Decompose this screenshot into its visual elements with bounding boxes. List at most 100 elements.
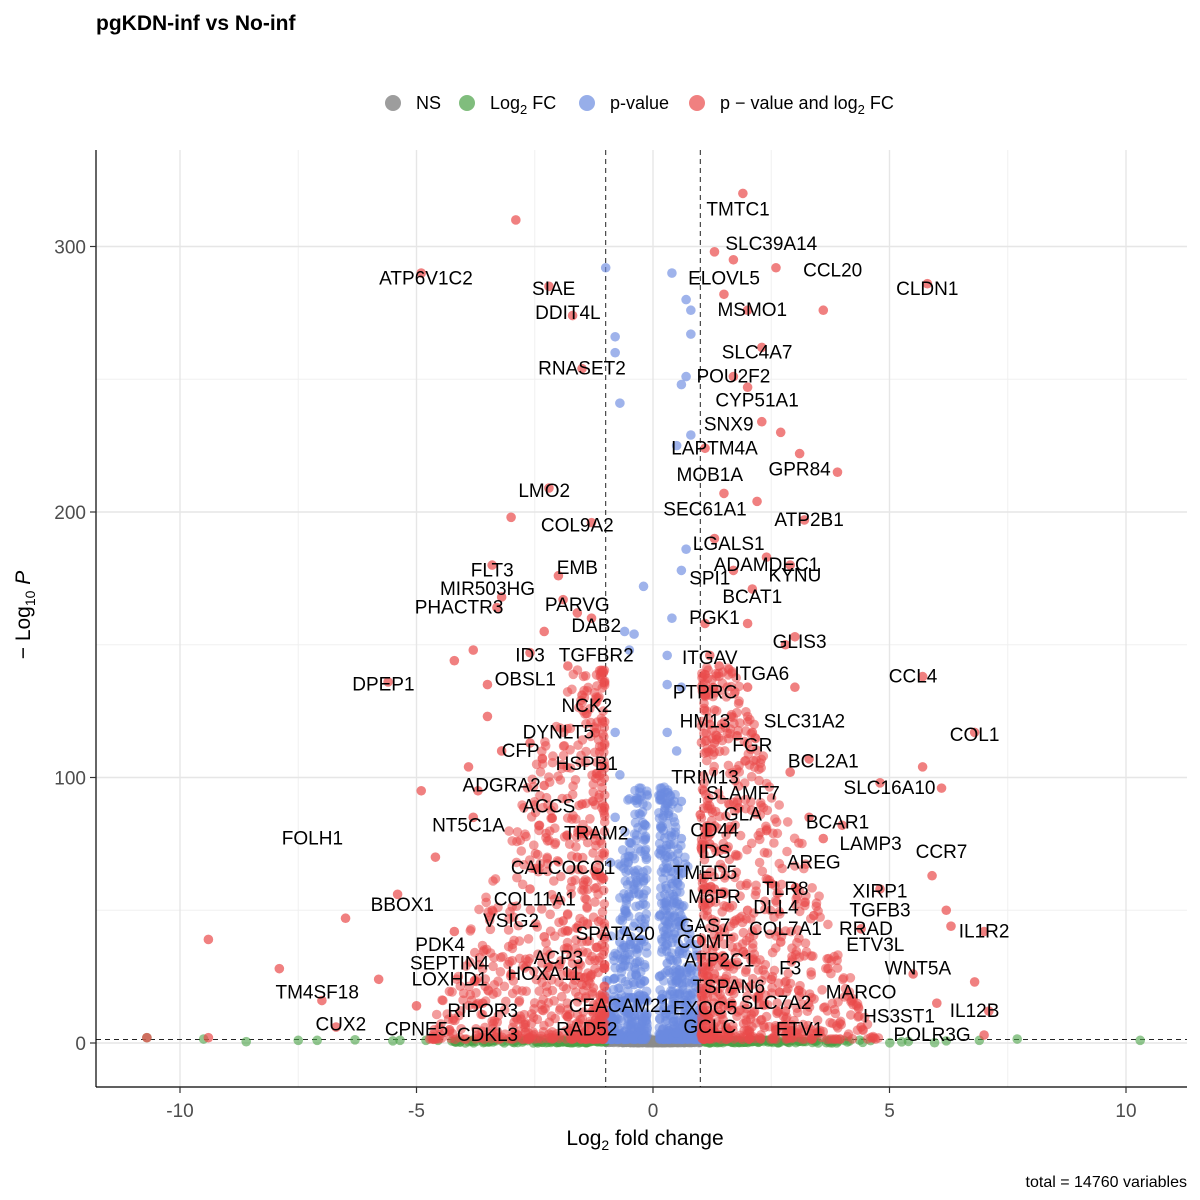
p-and-fc-point bbox=[774, 800, 784, 810]
p-value-point bbox=[671, 440, 682, 451]
gene-label: RRAD bbox=[839, 919, 893, 940]
p-and-fc-point bbox=[595, 836, 605, 846]
p-and-fc-point bbox=[580, 828, 590, 839]
p-value-point bbox=[638, 581, 649, 592]
p-and-fc-point bbox=[751, 992, 761, 1002]
p-and-fc-point bbox=[544, 826, 555, 836]
gene-label: SNX9 bbox=[704, 414, 754, 435]
p-and-fc-point bbox=[581, 708, 592, 719]
p-and-fc-point bbox=[711, 668, 721, 679]
p-value-point bbox=[634, 783, 645, 793]
p-and-fc-point bbox=[738, 188, 748, 199]
p-and-fc-point bbox=[539, 626, 550, 637]
p-and-fc-point bbox=[495, 967, 506, 977]
p-and-fc-point bbox=[465, 926, 476, 936]
gene-label: DPEP1 bbox=[352, 675, 414, 696]
fc-point bbox=[388, 1036, 398, 1046]
p-and-fc-point bbox=[742, 618, 753, 629]
p-and-fc-point bbox=[752, 496, 762, 507]
p-and-fc-point bbox=[582, 1023, 593, 1033]
p-and-fc-point bbox=[809, 994, 819, 1004]
p-and-fc-point bbox=[719, 887, 730, 897]
legend-fc-marker bbox=[459, 95, 475, 111]
p-and-fc-point bbox=[537, 1005, 547, 1015]
gene-label: TMTC1 bbox=[706, 199, 769, 220]
legend-pfc-label: p − value and log2 FC bbox=[720, 93, 894, 117]
p-and-fc-point bbox=[436, 1019, 446, 1029]
p-value-point bbox=[681, 294, 691, 305]
p-and-fc-point bbox=[546, 805, 556, 816]
p-and-fc-point bbox=[752, 745, 762, 756]
p-value-point bbox=[662, 852, 673, 862]
p-and-fc-point bbox=[838, 973, 849, 983]
p-and-fc-point bbox=[709, 969, 720, 979]
p-and-fc-point bbox=[529, 840, 539, 850]
p-and-fc-point bbox=[797, 838, 807, 849]
p-and-fc-point bbox=[573, 948, 584, 958]
p-and-fc-point bbox=[712, 952, 722, 963]
p-and-fc-point bbox=[559, 741, 570, 751]
p-and-fc-point bbox=[591, 942, 602, 953]
p-and-fc-point bbox=[477, 998, 488, 1008]
p-value-point bbox=[662, 1015, 672, 1025]
gene-label: SLC39A14 bbox=[725, 234, 817, 255]
gene-label: NCK2 bbox=[561, 696, 612, 717]
p-and-fc-point bbox=[760, 896, 770, 906]
p-value-point bbox=[620, 904, 630, 914]
legend-p-marker bbox=[579, 95, 595, 111]
p-value-point bbox=[662, 650, 672, 661]
p-value-point bbox=[682, 949, 693, 960]
gene-label: ITGAV bbox=[682, 648, 738, 669]
p-and-fc-point bbox=[725, 728, 735, 739]
p-and-fc-point bbox=[817, 985, 827, 995]
p-and-fc-point bbox=[749, 719, 759, 730]
p-and-fc-point bbox=[519, 803, 529, 813]
gene-label: CEACAM21 bbox=[569, 996, 671, 1017]
p-and-fc-point bbox=[719, 939, 729, 949]
p-and-fc-point bbox=[555, 775, 566, 785]
p-value-point bbox=[657, 1024, 668, 1035]
p-and-fc-point bbox=[511, 857, 522, 868]
p-and-fc-point bbox=[941, 905, 952, 916]
p-and-fc-point bbox=[530, 848, 541, 859]
p-and-fc-point bbox=[751, 809, 761, 819]
p-and-fc-point bbox=[709, 533, 720, 544]
gene-label: VSIG2 bbox=[483, 911, 539, 932]
p-value-point bbox=[616, 973, 627, 984]
p-and-fc-point bbox=[695, 809, 706, 820]
p-and-fc-point bbox=[581, 746, 591, 757]
p-and-fc-point bbox=[759, 1020, 769, 1031]
p-value-point bbox=[660, 905, 671, 916]
p-and-fc-point bbox=[597, 799, 608, 809]
gene-label: F3 bbox=[779, 959, 801, 980]
p-and-fc-point bbox=[485, 948, 496, 958]
p-value-point bbox=[641, 820, 651, 831]
p-and-fc-point bbox=[794, 448, 805, 459]
p-and-fc-point bbox=[331, 1022, 341, 1032]
p-and-fc-point bbox=[567, 814, 577, 824]
p-and-fc-point bbox=[746, 771, 757, 782]
p-value-point bbox=[662, 958, 672, 969]
p-and-fc-point bbox=[588, 848, 598, 858]
p-and-fc-point bbox=[760, 904, 770, 915]
gene-label: CDKL3 bbox=[457, 1025, 518, 1046]
p-and-fc-point bbox=[446, 1033, 456, 1044]
p-and-fc-point bbox=[591, 1030, 602, 1040]
p-value-point bbox=[664, 806, 674, 816]
gene-label: HS3ST1 bbox=[863, 1007, 935, 1028]
p-and-fc-point bbox=[416, 785, 427, 796]
p-and-fc-point bbox=[875, 778, 885, 788]
p-and-fc-point bbox=[823, 919, 833, 930]
p-and-fc-point bbox=[590, 698, 601, 708]
p-and-fc-point bbox=[771, 817, 782, 827]
p-value-point bbox=[620, 827, 630, 837]
legend: NS Log2 FC p-value p − value and log2 FC bbox=[385, 93, 894, 117]
p-and-fc-point bbox=[559, 832, 570, 842]
p-and-fc-point bbox=[588, 779, 599, 789]
p-and-fc-point bbox=[488, 961, 498, 972]
p-value-point bbox=[605, 857, 616, 868]
p-value-point bbox=[683, 861, 693, 872]
p-and-fc-point bbox=[705, 867, 716, 877]
p-and-fc-point bbox=[761, 778, 772, 789]
p-and-fc-point bbox=[542, 859, 553, 869]
